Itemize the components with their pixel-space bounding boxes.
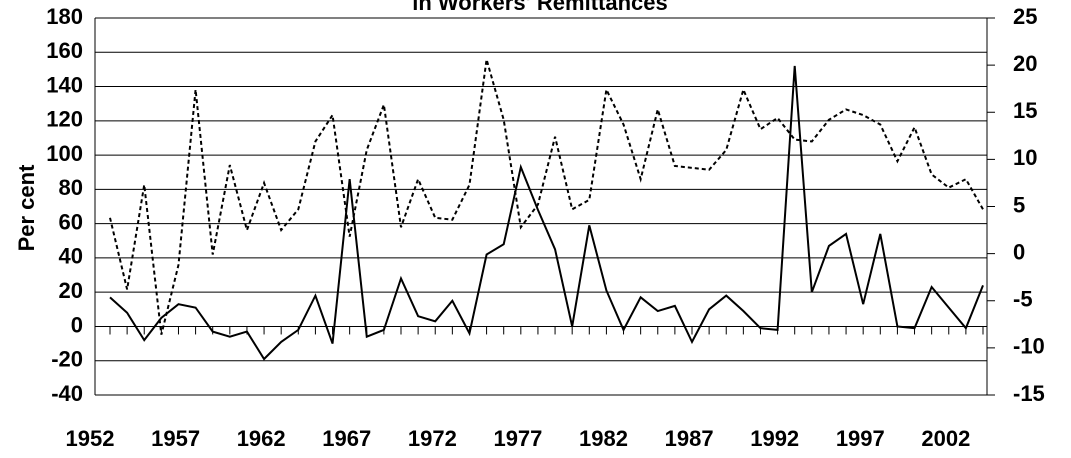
series-line	[109, 65, 984, 361]
y2-tick-label: -10	[1013, 334, 1045, 359]
chart-title: in Workers' Remittances	[412, 0, 667, 15]
x-tick-label: 1962	[237, 426, 286, 451]
y-tick-label: 100	[46, 141, 83, 166]
y-tick-label: 0	[71, 312, 83, 337]
y-tick-label: 60	[59, 209, 83, 234]
y-tick-label: 40	[59, 244, 83, 269]
y-tick-label: 80	[59, 175, 83, 200]
x-tick-label: 1992	[750, 426, 799, 451]
x-tick-label: 1987	[665, 426, 714, 451]
x-tick-label: 1972	[408, 426, 457, 451]
x-tick-label: 1977	[493, 426, 542, 451]
x-tick-label: 2002	[921, 426, 970, 451]
y-tick-label: 20	[59, 278, 83, 303]
y-tick-label: -40	[51, 381, 83, 406]
y-tick-label: 180	[46, 4, 83, 29]
y2-tick-label: -15	[1013, 381, 1045, 406]
y2-tick-label: 25	[1013, 4, 1037, 29]
x-tick-label: 1997	[836, 426, 885, 451]
y2-tick-label: 0	[1013, 239, 1025, 264]
y-tick-label: 120	[46, 107, 83, 132]
x-tick-label: 1957	[151, 426, 200, 451]
x-tick-label: 1982	[579, 426, 628, 451]
y2-tick-label: 5	[1013, 192, 1025, 217]
x-tick-label: 1967	[322, 426, 371, 451]
y-tick-label: 160	[46, 38, 83, 63]
series-line	[109, 59, 984, 335]
y-tick-label: -20	[51, 347, 83, 372]
y-axis-label: Per cent	[14, 164, 39, 251]
y2-tick-label: 20	[1013, 51, 1037, 76]
y2-tick-label: 15	[1013, 98, 1037, 123]
y-tick-label: 140	[46, 72, 83, 97]
y2-tick-label: 10	[1013, 145, 1037, 170]
y2-tick-label: -5	[1013, 287, 1033, 312]
x-tick-label: 1952	[66, 426, 115, 451]
